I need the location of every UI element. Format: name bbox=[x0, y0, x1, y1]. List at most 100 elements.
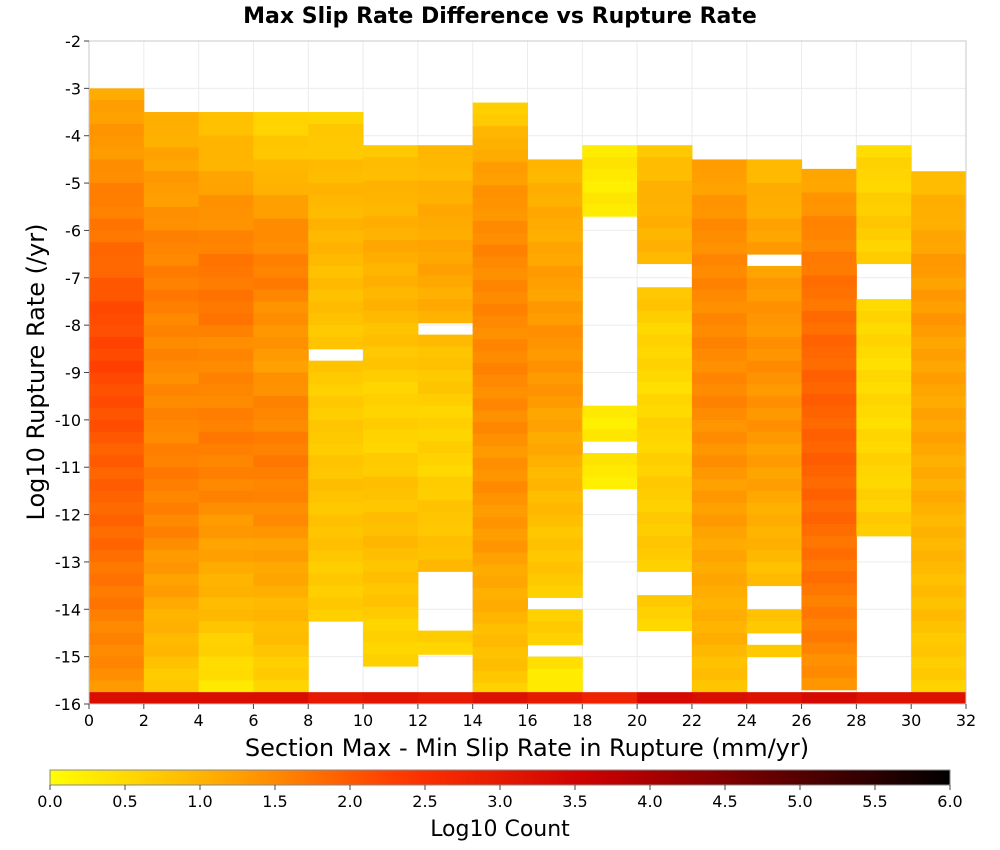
x-tick-label: 0 bbox=[84, 711, 94, 730]
heatmap-cell bbox=[527, 265, 583, 279]
heatmap-cell bbox=[911, 609, 967, 622]
heatmap-cells bbox=[89, 88, 967, 704]
heatmap-cell bbox=[637, 441, 693, 454]
heatmap-cell bbox=[911, 301, 967, 314]
heatmap-cell bbox=[417, 346, 474, 359]
x-tick-label: 26 bbox=[791, 711, 811, 730]
heatmap-cell bbox=[637, 381, 693, 395]
heatmap-cell bbox=[856, 453, 912, 466]
heatmap-cell bbox=[363, 618, 419, 632]
heatmap-cell bbox=[527, 325, 583, 338]
heatmap-cell bbox=[308, 573, 364, 587]
heatmap-cell bbox=[911, 396, 967, 409]
heatmap-cell bbox=[911, 218, 967, 231]
heatmap-cell bbox=[417, 429, 474, 442]
heatmap-cell bbox=[89, 597, 145, 610]
colorbar-ticks: 0.0 0.5 1.0 1.5 2.0 2.5 3.0 3.5 4.0 4.5 5.0 5.5 6.0 bbox=[37, 785, 963, 811]
heatmap-cell bbox=[363, 157, 419, 170]
heatmap-cell bbox=[253, 360, 309, 373]
heatmap-cell bbox=[527, 289, 583, 302]
heatmap-cell bbox=[198, 396, 254, 409]
heatmap-cell bbox=[911, 265, 967, 279]
heatmap-cell bbox=[472, 280, 528, 293]
heatmap-cell bbox=[253, 668, 309, 681]
heatmap-cell bbox=[89, 159, 145, 172]
heatmap-cell bbox=[253, 289, 309, 302]
y-tick-label: -3 bbox=[65, 79, 81, 98]
heatmap-cell bbox=[527, 561, 583, 575]
heatmap-cell bbox=[746, 301, 803, 314]
heatmap-cell bbox=[472, 670, 528, 684]
heatmap-cell bbox=[746, 419, 803, 433]
heatmap-cell bbox=[856, 157, 912, 170]
heatmap-cell bbox=[801, 393, 857, 407]
heatmap-cell bbox=[308, 597, 364, 610]
heatmap-cell bbox=[198, 408, 254, 421]
heatmap-cell bbox=[143, 123, 200, 137]
heatmap-cell bbox=[637, 393, 693, 407]
heatmap-cell bbox=[89, 183, 145, 196]
colorbar-label: Log10 Count bbox=[430, 817, 570, 842]
heatmap-cell bbox=[472, 635, 528, 648]
heatmap-cell bbox=[527, 443, 583, 456]
heatmap-cell bbox=[89, 88, 145, 101]
heatmap-cell bbox=[637, 216, 693, 229]
heatmap-cell bbox=[308, 526, 364, 539]
heatmap-cell bbox=[856, 429, 912, 442]
heatmap-cell bbox=[143, 514, 200, 527]
heatmap-cell bbox=[691, 336, 748, 350]
heatmap-cell bbox=[89, 408, 145, 421]
heatmap-cell bbox=[801, 476, 857, 490]
heatmap-cell bbox=[527, 514, 583, 527]
heatmap-cell bbox=[637, 322, 693, 336]
heatmap-cell bbox=[691, 656, 748, 669]
heatmap-cell bbox=[417, 476, 474, 490]
heatmap-cell bbox=[253, 538, 309, 551]
heatmap-cell bbox=[527, 336, 583, 350]
heatmap-cell-bottom bbox=[143, 692, 200, 704]
heatmap-cell bbox=[143, 490, 200, 504]
heatmap-cell bbox=[746, 455, 803, 468]
heatmap-cell bbox=[746, 360, 803, 373]
heatmap-cell bbox=[472, 445, 528, 459]
y-tick-label: -9 bbox=[65, 364, 81, 383]
heatmap-cell bbox=[253, 609, 309, 622]
y-axis-ticks: -2 -3 -4 -5 -6 -7 -8 -9 -10 -11 -12 -13 -14 -15 -16 bbox=[55, 32, 89, 714]
heatmap-cell bbox=[746, 573, 803, 587]
heatmap-cell bbox=[143, 502, 200, 516]
heatmap-cell bbox=[911, 289, 967, 302]
heatmap-cell-bottom bbox=[253, 692, 309, 704]
heatmap-cell bbox=[363, 204, 419, 217]
heatmap-cell bbox=[472, 149, 528, 163]
heatmap-cell-bottom bbox=[746, 692, 803, 704]
heatmap-cell bbox=[637, 512, 693, 525]
heatmap-cell bbox=[417, 358, 474, 371]
heatmap-cell bbox=[143, 159, 200, 172]
heatmap-cell bbox=[198, 479, 254, 492]
heatmap-cell bbox=[417, 524, 474, 537]
heatmap-cell bbox=[308, 419, 364, 433]
heatmap-cell bbox=[89, 289, 145, 302]
heatmap-cell bbox=[911, 479, 967, 492]
x-tick-label: 28 bbox=[846, 711, 866, 730]
heatmap-cell bbox=[143, 112, 200, 125]
heatmap-cell bbox=[363, 441, 419, 454]
y-tick-label: -12 bbox=[55, 506, 81, 525]
heatmap-cell bbox=[527, 526, 583, 539]
heatmap-cell bbox=[198, 230, 254, 243]
heatmap-cell bbox=[911, 419, 967, 433]
heatmap-cell bbox=[801, 464, 857, 478]
heatmap-cell bbox=[308, 443, 364, 456]
heatmap-cell bbox=[691, 277, 748, 291]
heatmap-cell bbox=[527, 408, 583, 421]
heatmap-cell bbox=[472, 363, 528, 376]
heatmap-cell bbox=[472, 197, 528, 210]
heatmap-cell bbox=[691, 644, 748, 658]
heatmap-cell bbox=[746, 277, 803, 291]
heatmap-cell bbox=[308, 550, 364, 563]
heatmap-cell bbox=[417, 275, 474, 288]
heatmap-cell bbox=[198, 289, 254, 302]
heatmap-cell bbox=[637, 595, 693, 608]
heatmap-cell bbox=[143, 431, 200, 445]
heatmap-cell bbox=[527, 431, 583, 445]
